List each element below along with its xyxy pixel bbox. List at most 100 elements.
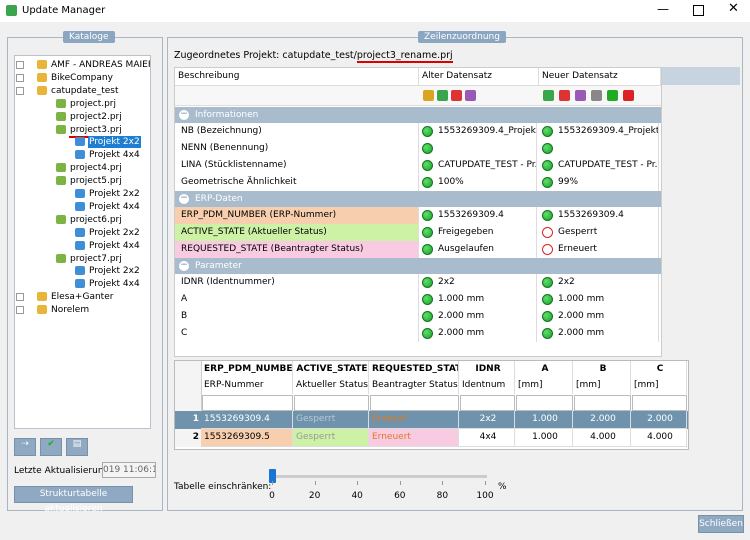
tree-icon bbox=[56, 253, 66, 263]
row-label: ERP_PDM_NUMBER (ERP-Nummer) bbox=[175, 207, 419, 224]
tree-item: project5.prj bbox=[70, 176, 122, 187]
toolbar-icon bbox=[543, 90, 554, 101]
tree-item: BikeCompany bbox=[51, 72, 113, 83]
table-cell: 4x4 bbox=[459, 429, 515, 447]
tree-icon bbox=[56, 163, 66, 173]
table-cell: 1553269309.5 bbox=[201, 429, 293, 447]
tree-item: catupdate_test bbox=[51, 85, 119, 96]
status-changed bbox=[542, 244, 553, 255]
group-header bbox=[175, 107, 661, 123]
tree-item: Elesa+Ganter bbox=[51, 292, 114, 303]
tree-icon bbox=[75, 201, 85, 211]
toolbar-icon bbox=[451, 90, 462, 101]
icon-button[interactable]: ✔ bbox=[40, 438, 62, 456]
value-new: 2.000 mm bbox=[555, 308, 659, 325]
filter-input[interactable] bbox=[202, 395, 293, 411]
slider-tick-label: 60 bbox=[394, 491, 406, 501]
status-ok bbox=[422, 143, 433, 154]
tree-item[interactable]: Projekt 2x2 bbox=[88, 136, 141, 149]
last-update-label: Letzte Aktualisierung bbox=[14, 466, 110, 476]
slider-tick-label: 80 bbox=[436, 491, 449, 501]
group-toggle: − bbox=[179, 109, 189, 120]
slider-tick bbox=[399, 481, 401, 485]
group-name: ERP-Daten bbox=[195, 194, 243, 204]
group-header bbox=[175, 191, 661, 207]
status-ok bbox=[422, 277, 433, 288]
tree-icon bbox=[75, 137, 85, 147]
last-update-value: 019 11:06:16 bbox=[102, 462, 156, 478]
status-ok bbox=[422, 294, 433, 305]
filter-input[interactable] bbox=[460, 395, 515, 411]
column-subheader: ERP-Nummer bbox=[201, 377, 293, 394]
tree-icon bbox=[37, 85, 47, 95]
table-cell: Gesperrt bbox=[293, 429, 369, 447]
status-ok bbox=[542, 177, 553, 188]
status-ok bbox=[542, 294, 553, 305]
refresh-button[interactable]: Strukturtabelle aktualisieren bbox=[14, 486, 133, 514]
tree-item: Projekt 2x2 bbox=[89, 266, 140, 277]
value-new: 99% bbox=[555, 174, 659, 191]
icon-button[interactable]: ▤ bbox=[66, 438, 88, 456]
close-window-button[interactable]: ✕ bbox=[728, 1, 739, 16]
filter-input[interactable] bbox=[574, 395, 631, 411]
column-header: A bbox=[515, 361, 573, 378]
slider-thumb[interactable] bbox=[269, 469, 276, 483]
filter-input[interactable] bbox=[294, 395, 369, 411]
slider-unit: % bbox=[498, 482, 507, 492]
tree-expander bbox=[16, 293, 24, 302]
tree-expander bbox=[16, 306, 24, 315]
row-label: A bbox=[175, 291, 419, 308]
toolbar-row bbox=[175, 86, 661, 106]
table-cell: 4.000 bbox=[631, 429, 687, 447]
row-label: NENN (Benennung) bbox=[175, 140, 419, 157]
close-button[interactable]: Schließen bbox=[698, 515, 744, 533]
row-index: 2 bbox=[192, 432, 199, 442]
tree-item: Projekt 2x2 bbox=[89, 189, 140, 199]
tree-item: Projekt 2x2 bbox=[89, 227, 140, 238]
tree-item: project4.prj bbox=[70, 163, 122, 174]
value-old: 1553269309.4_Projekt 2... bbox=[435, 123, 537, 140]
column-header: B bbox=[573, 361, 631, 378]
tree-icon bbox=[75, 227, 85, 237]
column-subheader: Identnum bbox=[459, 377, 515, 394]
column-header: ERP_PDM_NUMBER bbox=[201, 361, 293, 378]
value-old: 100% bbox=[435, 174, 537, 191]
tree-item: Projekt 4x4 bbox=[89, 279, 140, 290]
catalog-legend: Kataloge bbox=[63, 31, 115, 43]
table-cell: 4.000 bbox=[573, 429, 631, 447]
group-toggle: − bbox=[179, 260, 189, 271]
row-header-column bbox=[175, 361, 202, 447]
value-old: 2.000 mm bbox=[435, 308, 537, 325]
row-label: NB (Bezeichnung) bbox=[175, 123, 419, 140]
status-changed bbox=[542, 227, 553, 238]
tree-icon bbox=[56, 124, 66, 134]
filter-input[interactable] bbox=[516, 395, 573, 411]
value-new: 2x2 bbox=[555, 274, 659, 291]
tree-icon bbox=[75, 266, 85, 276]
column-subheader: [mm] bbox=[631, 377, 687, 394]
project-file: project3_rename.prj bbox=[356, 50, 453, 63]
row-label: IDNR (Identnummer) bbox=[175, 274, 419, 291]
catalog-tree: AMF - ANDREAS MAIER G BikeCompany catupdat… bbox=[14, 55, 151, 429]
group-toggle: − bbox=[179, 193, 189, 204]
icon-button[interactable]: ⇢ bbox=[14, 438, 36, 456]
status-ok bbox=[542, 277, 553, 288]
tree-icon bbox=[56, 98, 66, 108]
tree-expander bbox=[16, 61, 24, 69]
minimize-button[interactable]: — bbox=[657, 2, 669, 16]
value-old: 2x2 bbox=[435, 274, 537, 291]
tree-item: project3.prj bbox=[69, 124, 123, 138]
value-new: 1.000 mm bbox=[555, 291, 659, 308]
value-new: CATUPDATE_TEST - Pr... bbox=[555, 157, 659, 174]
maximize-button[interactable] bbox=[693, 5, 704, 16]
tree-item: Norelem bbox=[51, 305, 90, 316]
slider-track bbox=[272, 475, 487, 478]
slider-tick-label: 40 bbox=[351, 491, 363, 501]
toolbar-icon bbox=[607, 90, 618, 101]
value-old: Ausgelaufen bbox=[435, 241, 537, 258]
tree-icon bbox=[75, 240, 85, 250]
filter-input[interactable] bbox=[632, 395, 687, 411]
filter-input[interactable] bbox=[370, 395, 459, 411]
column-subheader: [mm] bbox=[573, 377, 631, 394]
value-old bbox=[435, 140, 537, 157]
